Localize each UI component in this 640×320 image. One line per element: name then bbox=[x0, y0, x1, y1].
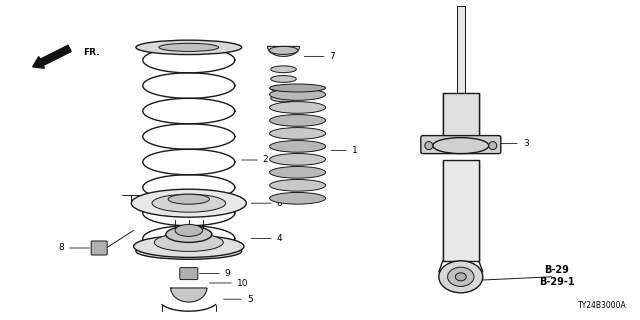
Ellipse shape bbox=[166, 227, 212, 243]
Ellipse shape bbox=[269, 128, 326, 139]
Circle shape bbox=[489, 141, 497, 149]
Ellipse shape bbox=[154, 233, 223, 252]
Ellipse shape bbox=[152, 194, 226, 212]
Text: 1: 1 bbox=[332, 146, 357, 155]
FancyArrow shape bbox=[33, 45, 71, 68]
Ellipse shape bbox=[134, 236, 244, 257]
Circle shape bbox=[425, 141, 433, 149]
Text: 3: 3 bbox=[495, 139, 529, 148]
Ellipse shape bbox=[159, 43, 219, 52]
Polygon shape bbox=[268, 46, 300, 56]
Ellipse shape bbox=[269, 180, 326, 191]
Ellipse shape bbox=[269, 115, 326, 126]
Ellipse shape bbox=[269, 102, 326, 113]
Bar bbox=[443, 160, 479, 261]
Text: 7: 7 bbox=[304, 52, 335, 61]
Ellipse shape bbox=[168, 194, 209, 204]
Ellipse shape bbox=[447, 267, 474, 286]
Ellipse shape bbox=[269, 166, 326, 178]
Ellipse shape bbox=[269, 84, 326, 92]
Ellipse shape bbox=[269, 140, 326, 152]
Text: 10: 10 bbox=[209, 278, 248, 287]
FancyBboxPatch shape bbox=[92, 241, 108, 255]
Ellipse shape bbox=[439, 261, 483, 293]
FancyBboxPatch shape bbox=[180, 268, 198, 280]
Text: FR.: FR. bbox=[84, 48, 100, 57]
Ellipse shape bbox=[271, 95, 296, 102]
Ellipse shape bbox=[131, 189, 246, 217]
Text: 5: 5 bbox=[223, 295, 253, 304]
Ellipse shape bbox=[269, 89, 326, 100]
Ellipse shape bbox=[269, 154, 326, 165]
Text: 2: 2 bbox=[241, 156, 268, 164]
Text: B-29: B-29 bbox=[545, 265, 569, 275]
Bar bbox=[457, 6, 465, 96]
Ellipse shape bbox=[136, 243, 242, 259]
Text: 6: 6 bbox=[252, 199, 282, 208]
Text: 8: 8 bbox=[58, 244, 90, 252]
FancyBboxPatch shape bbox=[421, 136, 500, 154]
Polygon shape bbox=[171, 288, 207, 302]
Ellipse shape bbox=[269, 46, 298, 54]
Ellipse shape bbox=[271, 76, 296, 82]
Ellipse shape bbox=[175, 224, 203, 236]
Text: 9: 9 bbox=[200, 269, 230, 278]
Bar bbox=[443, 93, 479, 142]
Ellipse shape bbox=[271, 85, 296, 92]
Text: 4: 4 bbox=[252, 234, 282, 243]
Text: B-29-1: B-29-1 bbox=[539, 277, 575, 287]
Ellipse shape bbox=[136, 40, 242, 54]
Ellipse shape bbox=[455, 273, 467, 281]
Ellipse shape bbox=[159, 247, 219, 256]
Ellipse shape bbox=[433, 138, 489, 154]
Text: TY24B3000A: TY24B3000A bbox=[579, 301, 627, 310]
Ellipse shape bbox=[271, 66, 296, 73]
Ellipse shape bbox=[269, 192, 326, 204]
